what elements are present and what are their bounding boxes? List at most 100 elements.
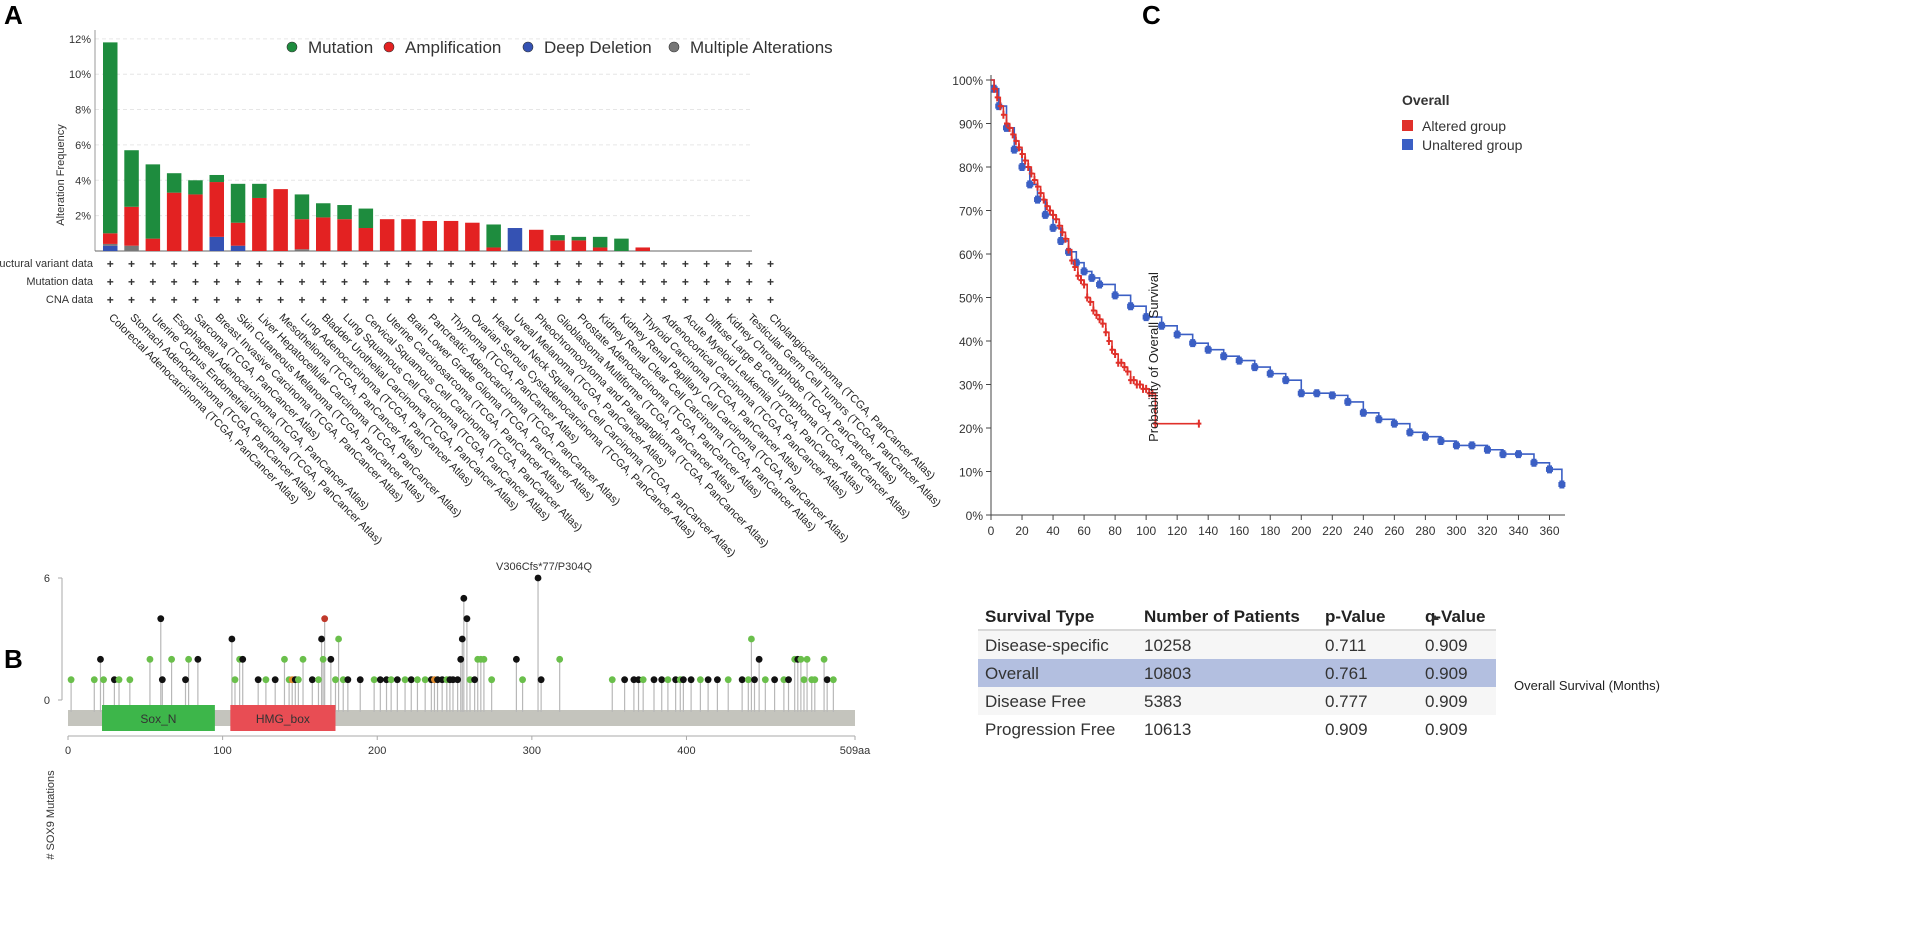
data-available-marker: + bbox=[661, 257, 668, 271]
data-available-marker: + bbox=[298, 275, 305, 289]
table-cell: 10613 bbox=[1144, 720, 1191, 739]
hotspot-annotation: V306Cfs*77/P304Q bbox=[496, 561, 592, 573]
bar-segment bbox=[188, 180, 203, 195]
mutation-point bbox=[761, 676, 769, 684]
mutation-point bbox=[738, 676, 746, 684]
row-label: Mutation data bbox=[26, 276, 94, 288]
bar-segment bbox=[443, 220, 459, 251]
bar-segment bbox=[166, 173, 182, 193]
x-tick-label: 60 bbox=[1077, 524, 1091, 538]
mutation-point bbox=[393, 676, 401, 684]
censor-mark bbox=[1018, 163, 1026, 171]
x-tick-label: 160 bbox=[1229, 524, 1249, 538]
mutation-point bbox=[534, 574, 542, 582]
mutation-point bbox=[608, 676, 616, 684]
mutation-point bbox=[327, 655, 335, 663]
data-available-marker: + bbox=[597, 275, 604, 289]
mutation-point bbox=[157, 615, 165, 623]
censor-mark bbox=[1062, 234, 1068, 243]
mutation-point bbox=[67, 676, 75, 684]
censor-mark bbox=[1087, 297, 1093, 306]
mutation-point bbox=[820, 655, 828, 663]
censor-mark bbox=[1025, 163, 1031, 171]
mutation-point bbox=[414, 676, 421, 684]
mutation-point bbox=[90, 676, 98, 684]
mutation-point bbox=[811, 676, 819, 684]
y-tick-label: 10% bbox=[959, 466, 983, 480]
censor-mark bbox=[1078, 276, 1084, 285]
censor-mark bbox=[1028, 169, 1034, 178]
data-available-marker: + bbox=[235, 275, 242, 289]
x-tick-label: 300 bbox=[523, 745, 541, 757]
data-available-marker: + bbox=[298, 293, 305, 307]
bar-segment bbox=[465, 222, 480, 251]
y-tick-label: 0 bbox=[44, 695, 50, 707]
mutation-point bbox=[335, 635, 342, 643]
mutation-point bbox=[315, 676, 322, 684]
mutation-point bbox=[704, 676, 712, 684]
y-tick-label: 60% bbox=[959, 248, 983, 262]
data-available-marker: + bbox=[533, 293, 540, 307]
data-available-marker: + bbox=[192, 257, 199, 271]
data-available-marker: + bbox=[639, 293, 646, 307]
data-available-marker: + bbox=[554, 293, 561, 307]
data-available-marker: + bbox=[746, 293, 753, 307]
data-available-marker: + bbox=[724, 275, 731, 289]
mutation-point bbox=[797, 655, 805, 663]
mutation-point bbox=[281, 655, 288, 663]
data-available-marker: + bbox=[661, 275, 668, 289]
data-available-marker: + bbox=[384, 293, 391, 307]
x-tick-label: 0 bbox=[988, 524, 995, 538]
censor-mark bbox=[1069, 256, 1075, 265]
survival-curve bbox=[991, 79, 1199, 425]
mutation-point bbox=[401, 676, 409, 684]
bar-segment bbox=[103, 233, 118, 244]
bar-segment bbox=[188, 194, 203, 251]
bar-segment bbox=[592, 236, 608, 248]
table-row[interactable] bbox=[978, 687, 1496, 715]
mutation-point bbox=[387, 676, 395, 684]
censor-mark bbox=[1088, 273, 1096, 282]
sort-ascending-icon[interactable] bbox=[1431, 615, 1439, 620]
bar-segment bbox=[592, 247, 608, 251]
table-header-cell: p-Value bbox=[1325, 607, 1385, 626]
legend-swatch bbox=[1402, 120, 1413, 131]
data-available-marker: + bbox=[362, 293, 369, 307]
table-cell: Disease-specific bbox=[985, 636, 1109, 655]
mutation-point bbox=[621, 676, 629, 684]
data-available-marker: + bbox=[682, 293, 689, 307]
mutation-point bbox=[658, 676, 666, 684]
censor-mark bbox=[1173, 330, 1181, 339]
mutation-point bbox=[755, 655, 763, 663]
censor-mark bbox=[1081, 280, 1087, 289]
censor-mark bbox=[1106, 337, 1112, 345]
table-cell: 0.909 bbox=[1425, 720, 1468, 739]
table-row[interactable] bbox=[978, 659, 1496, 687]
mutation-point bbox=[376, 676, 384, 684]
censor-mark bbox=[1149, 389, 1155, 398]
mutation-point bbox=[829, 676, 837, 684]
x-tick-label: 220 bbox=[1322, 524, 1342, 538]
table-row[interactable] bbox=[978, 715, 1496, 743]
censor-mark bbox=[1558, 480, 1566, 489]
y-axis-label: Probability of Overall Survival bbox=[1146, 272, 1161, 442]
table-header-cell: q-Value bbox=[1425, 607, 1485, 626]
censor-mark bbox=[1056, 221, 1062, 230]
censor-mark bbox=[1057, 236, 1065, 245]
censor-mark bbox=[1196, 419, 1202, 428]
censor-mark bbox=[1131, 376, 1137, 385]
data-available-marker: + bbox=[128, 257, 135, 271]
data-available-marker: + bbox=[235, 293, 242, 307]
y-tick-label: 8% bbox=[75, 105, 91, 117]
bar-segment bbox=[337, 205, 352, 220]
data-available-marker: + bbox=[703, 275, 710, 289]
mutation-point bbox=[457, 655, 465, 663]
legend-label: Altered group bbox=[1422, 118, 1506, 134]
x-tick-label: 80 bbox=[1108, 524, 1122, 538]
table-row[interactable] bbox=[978, 631, 1496, 659]
mutation-point bbox=[146, 655, 154, 663]
censor-mark bbox=[1080, 267, 1088, 276]
censor-mark bbox=[1053, 215, 1059, 224]
domain-label: HMG_box bbox=[256, 712, 310, 726]
data-available-marker: + bbox=[128, 275, 135, 289]
